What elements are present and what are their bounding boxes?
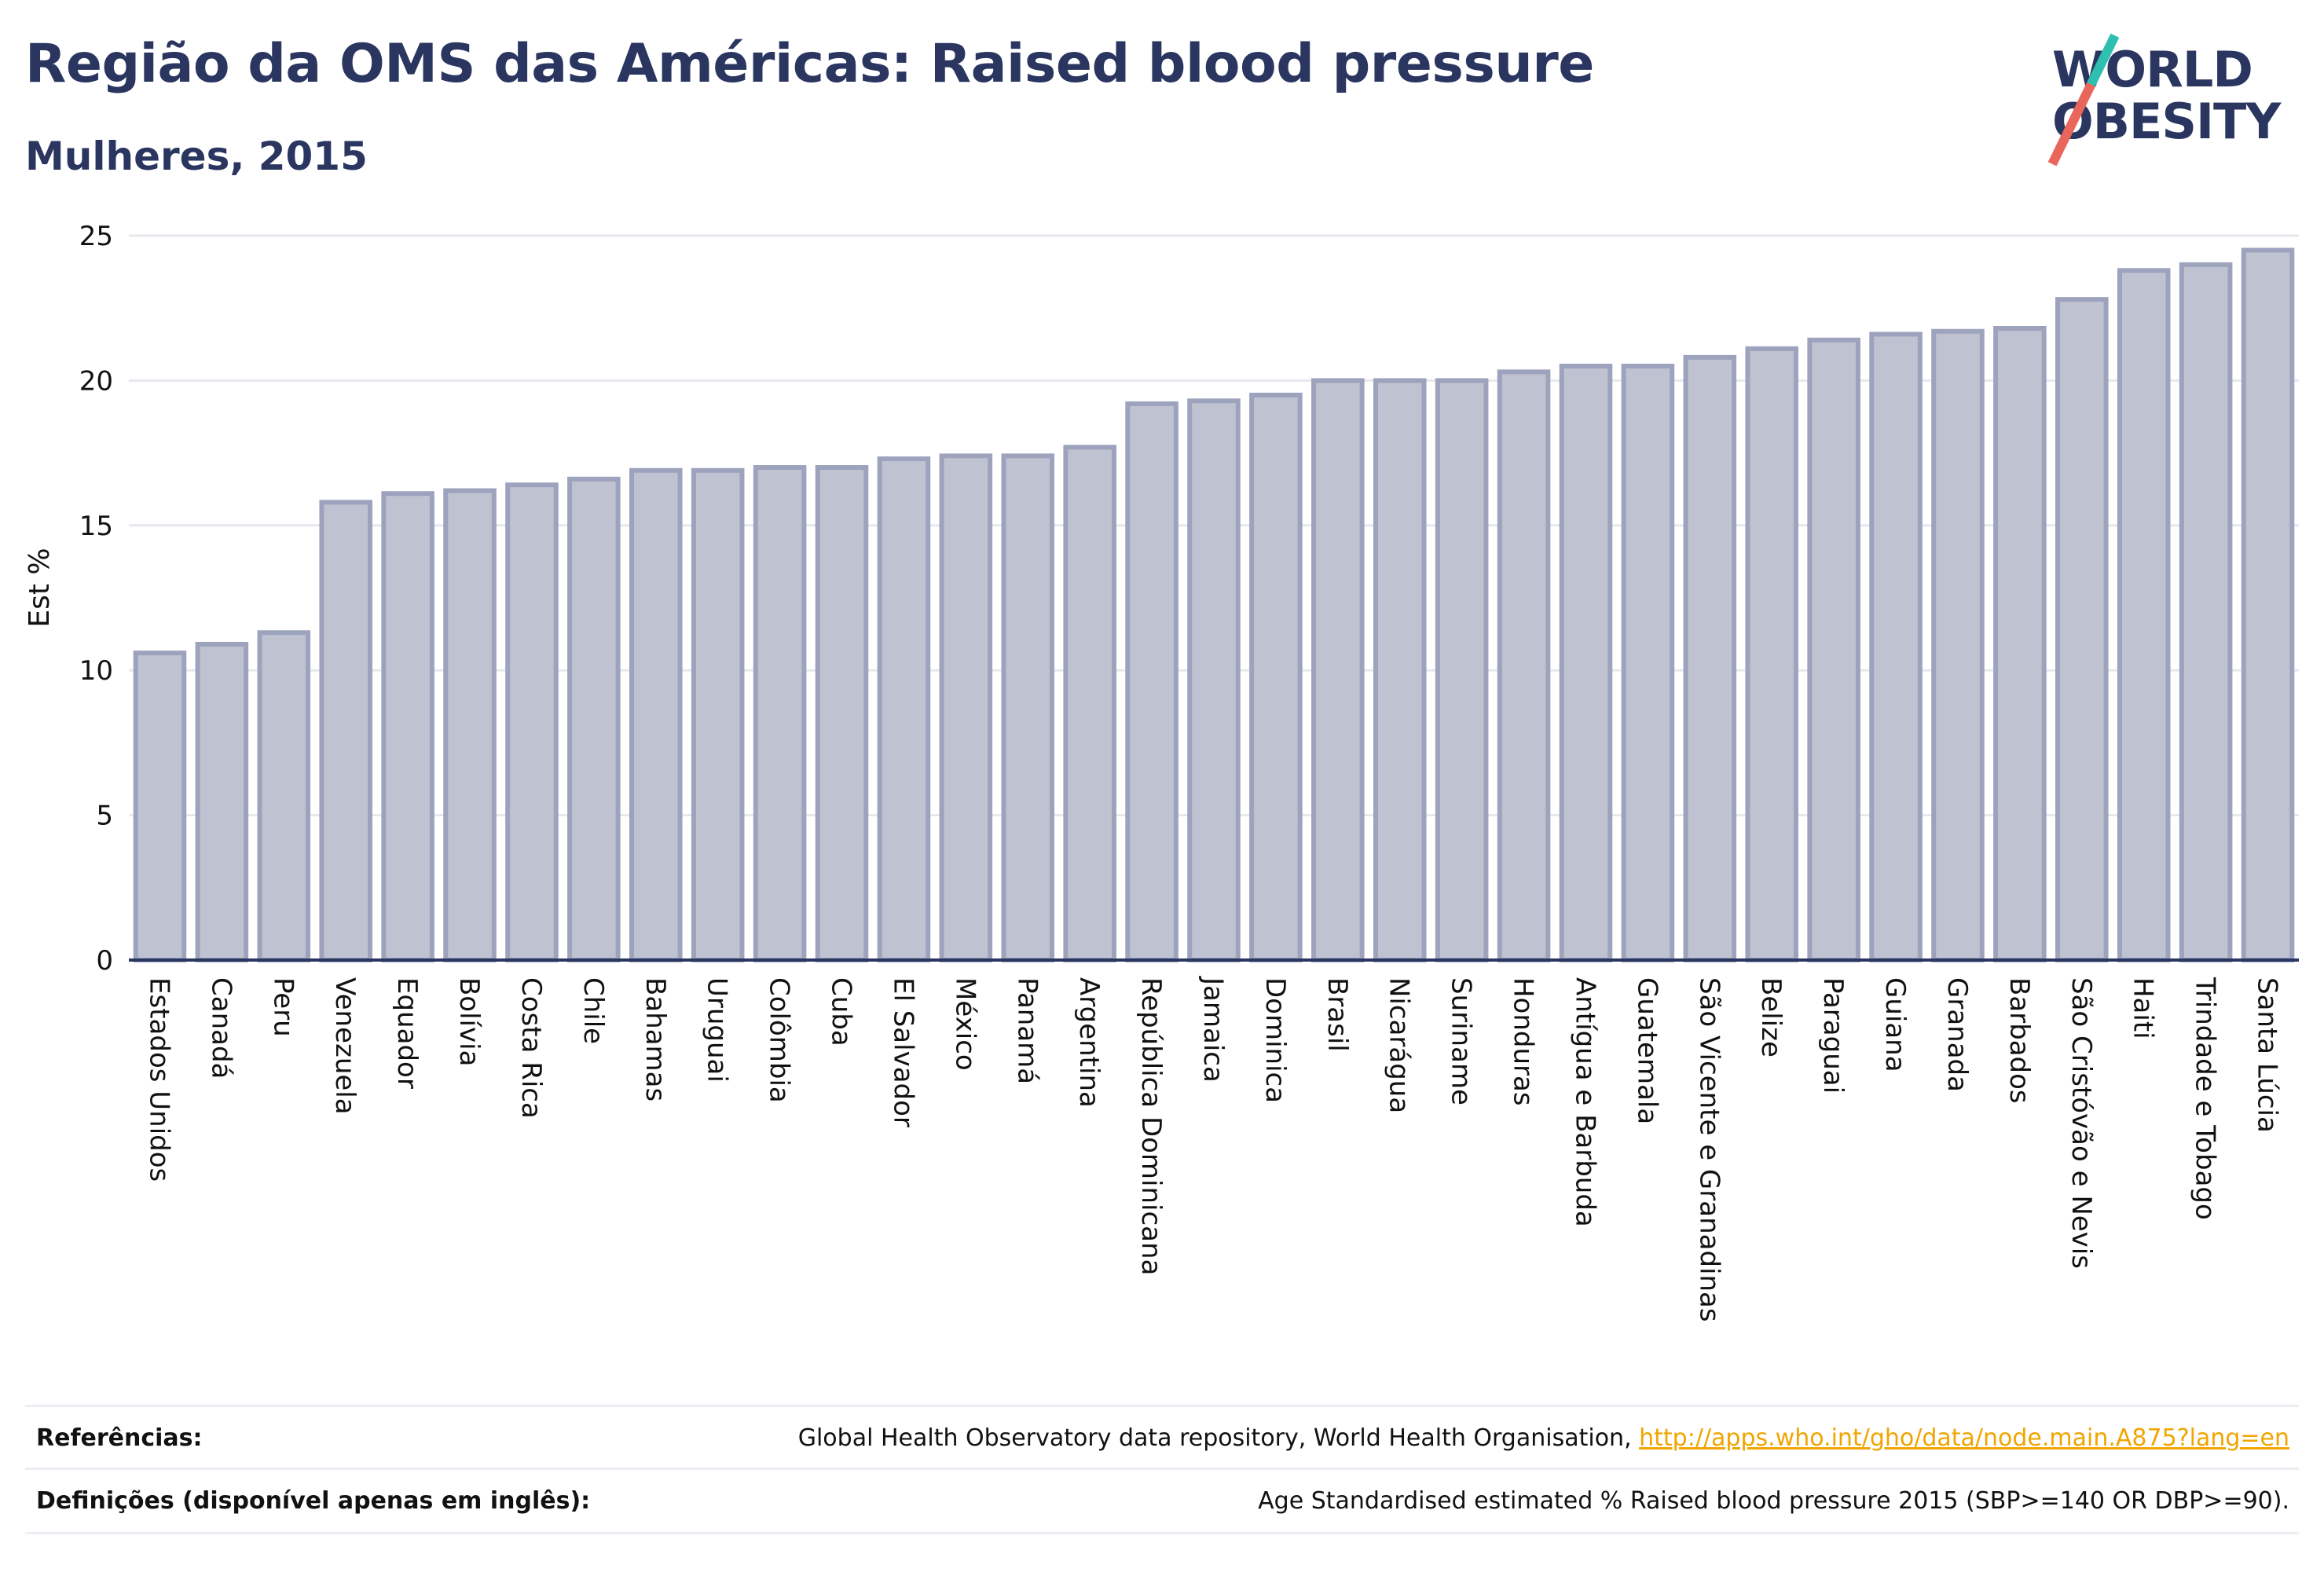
x-tick-label: Belize bbox=[1755, 977, 1787, 1057]
world-obesity-logo: WORLD OBESITY bbox=[2047, 28, 2304, 167]
bar bbox=[195, 642, 249, 962]
bar bbox=[815, 465, 869, 962]
x-tick-label: Honduras bbox=[1508, 977, 1539, 1106]
references-link[interactable]: http://apps.who.int/gho/data/node.main.A… bbox=[1639, 1424, 2289, 1452]
x-tick-label: Canadá bbox=[205, 977, 236, 1079]
bar bbox=[1125, 401, 1178, 962]
bar bbox=[1497, 369, 1551, 962]
bar bbox=[505, 482, 559, 962]
bar bbox=[319, 500, 372, 962]
bar-chart: 0 5 10 15 20 25 Estados Unidos Canadá Peru Venezu… bbox=[24, 221, 2299, 1322]
bar bbox=[1559, 363, 1613, 962]
bar bbox=[2241, 247, 2295, 962]
x-tick-label: Haiti bbox=[2128, 977, 2159, 1039]
x-tick-label: México bbox=[949, 977, 981, 1071]
footer-divider bbox=[25, 1532, 2299, 1534]
bar bbox=[1683, 354, 1737, 962]
bar bbox=[1063, 445, 1116, 962]
definitions-text: Age Standardised estimated % Raised bloo… bbox=[1258, 1487, 2289, 1515]
logo-line-2: OBESITY bbox=[2052, 93, 2281, 150]
bars bbox=[133, 247, 2295, 963]
bar bbox=[1187, 398, 1241, 962]
bar bbox=[1869, 332, 1923, 962]
bar bbox=[629, 467, 683, 962]
bar bbox=[1435, 378, 1489, 962]
y-tick-label: 25 bbox=[79, 221, 113, 252]
bar bbox=[381, 491, 434, 962]
x-tick-label: Granada bbox=[1941, 977, 1973, 1092]
x-tick-label: El Salvador bbox=[887, 977, 918, 1127]
x-tick-label: Chile bbox=[577, 977, 609, 1044]
x-tick-label: Argentina bbox=[1073, 977, 1105, 1108]
bar bbox=[1373, 378, 1427, 962]
bar bbox=[877, 456, 931, 962]
x-tick-label: Cuba bbox=[826, 977, 857, 1046]
x-tick-label: Trindade e Tobago bbox=[2190, 977, 2221, 1220]
chart-subtitle: Mulheres, 2015 bbox=[25, 134, 368, 179]
y-axis-label: Est % bbox=[24, 548, 56, 627]
x-tick-label: Barbados bbox=[2003, 977, 2035, 1104]
bar bbox=[567, 476, 621, 962]
x-tick-label: Dominica bbox=[1259, 977, 1291, 1103]
x-tick-label: Venezuela bbox=[329, 977, 361, 1115]
bar bbox=[1621, 363, 1675, 962]
bar bbox=[1807, 337, 1860, 962]
references-value: Global Health Observatory data repositor… bbox=[798, 1424, 2289, 1452]
bar bbox=[1993, 326, 2047, 962]
bar bbox=[2117, 268, 2171, 963]
y-tick-label: 5 bbox=[96, 801, 113, 832]
x-tick-label: Nicarágua bbox=[1384, 977, 1415, 1113]
references-label: Referências: bbox=[36, 1424, 203, 1452]
definitions-label: Definições (disponível apenas em inglês)… bbox=[36, 1487, 591, 1515]
x-tick-label: Bahamas bbox=[640, 977, 671, 1101]
bar bbox=[2055, 297, 2109, 962]
x-tick-label: Costa Rica bbox=[515, 977, 547, 1119]
x-tick-label: Paraguai bbox=[1817, 977, 1849, 1094]
x-tick-label: Estados Unidos bbox=[143, 977, 174, 1182]
x-tick-label: Panamá bbox=[1011, 977, 1043, 1084]
y-tick-label: 0 bbox=[96, 945, 113, 977]
x-tick-label: Bolívia bbox=[453, 977, 485, 1066]
x-tick-label: Equador bbox=[391, 977, 423, 1089]
x-tick-label: Suriname bbox=[1446, 977, 1477, 1105]
definitions-row: Definições (disponível apenas em inglês)… bbox=[25, 1468, 2299, 1531]
x-tick-label: Peru bbox=[267, 977, 299, 1037]
chart-title: Região da OMS das Américas: Raised blood… bbox=[25, 33, 1594, 95]
x-tick-label: Colômbia bbox=[764, 977, 795, 1103]
x-tick-label: São Cristóvão e Nevis bbox=[2066, 977, 2097, 1269]
y-tick-label: 20 bbox=[79, 365, 113, 397]
x-tick-label: São Vicente e Granadinas bbox=[1693, 977, 1725, 1322]
references-row: Referências: Global Health Observatory d… bbox=[25, 1405, 2299, 1468]
x-tick-label: Antígua e Barbuda bbox=[1569, 977, 1600, 1227]
bar bbox=[257, 630, 311, 962]
bar bbox=[691, 467, 745, 962]
axes: 0 5 10 15 20 25 Estados Unidos Canadá Peru Venezu… bbox=[79, 221, 2299, 1322]
bar bbox=[1249, 392, 1303, 962]
y-tick-label: 10 bbox=[79, 655, 113, 687]
bar bbox=[2179, 262, 2233, 962]
bar bbox=[133, 651, 187, 963]
bar bbox=[939, 453, 993, 962]
x-tick-label: República Dominicana bbox=[1135, 977, 1167, 1275]
y-tick-label: 15 bbox=[79, 511, 113, 542]
x-tick-label: Jamaica bbox=[1197, 976, 1229, 1083]
bar bbox=[1931, 328, 1985, 963]
bar bbox=[1311, 378, 1365, 962]
x-tick-label: Guiana bbox=[1879, 977, 1911, 1072]
x-tick-label: Brasil bbox=[1321, 977, 1353, 1052]
x-tick-label: Guatemala bbox=[1631, 977, 1662, 1124]
references-text: Global Health Observatory data repositor… bbox=[797, 1424, 1640, 1452]
bar bbox=[1001, 453, 1055, 962]
x-tick-label: Uruguai bbox=[702, 977, 733, 1083]
x-tick-label: Santa Lúcia bbox=[2252, 977, 2283, 1133]
bar bbox=[753, 465, 807, 962]
bar bbox=[1745, 346, 1799, 963]
bar bbox=[443, 488, 497, 962]
